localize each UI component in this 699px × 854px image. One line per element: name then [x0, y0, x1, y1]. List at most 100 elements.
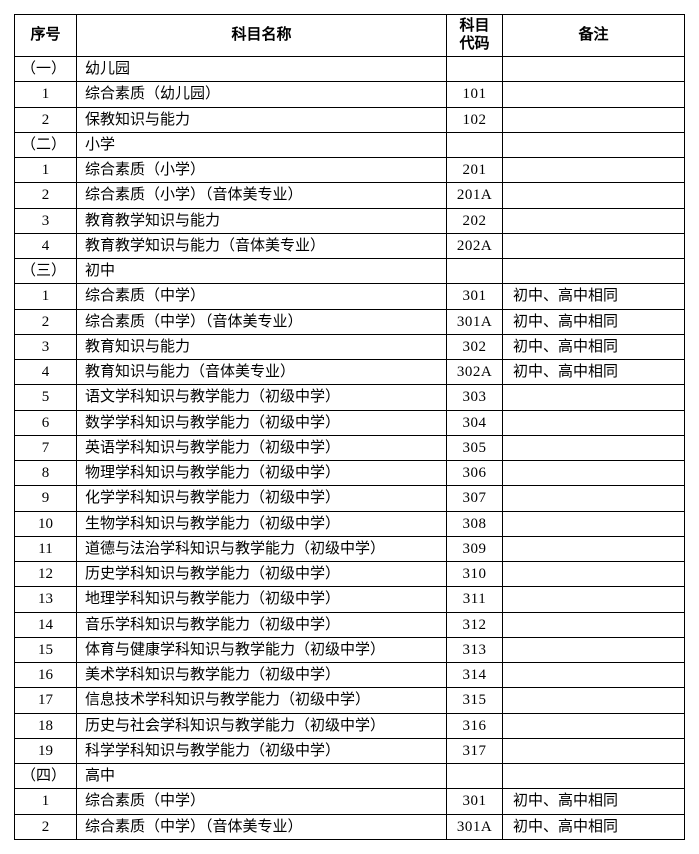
table-row: 2保教知识与能力102 — [15, 107, 685, 132]
code-cell: 313 — [447, 637, 503, 662]
remark-cell — [503, 663, 685, 688]
seq-cell: 7 — [15, 435, 77, 460]
remark-cell — [503, 107, 685, 132]
remark-cell — [503, 688, 685, 713]
remark-cell — [503, 486, 685, 511]
table-row: 5语文学科知识与教学能力（初级中学）303 — [15, 385, 685, 410]
remark-cell — [503, 385, 685, 410]
code-cell: 310 — [447, 562, 503, 587]
table-row: 3教育教学知识与能力202 — [15, 208, 685, 233]
name-cell: 教育教学知识与能力 — [77, 208, 447, 233]
remark-cell: 初中、高中相同 — [503, 309, 685, 334]
code-cell: 307 — [447, 486, 503, 511]
seq-cell: 18 — [15, 713, 77, 738]
seq-cell: 14 — [15, 612, 77, 637]
seq-cell: 2 — [15, 814, 77, 839]
header-code: 科目代码 — [447, 15, 503, 57]
code-cell: 301A — [447, 309, 503, 334]
seq-cell: 17 — [15, 688, 77, 713]
section-seq-cell: （三） — [15, 259, 77, 284]
table-row: （一）幼儿园 — [15, 57, 685, 82]
name-cell: 数学学科知识与教学能力（初级中学） — [77, 410, 447, 435]
table-row: 6数学学科知识与教学能力（初级中学）304 — [15, 410, 685, 435]
remark-cell — [503, 562, 685, 587]
name-cell: 历史与社会学科知识与教学能力（初级中学） — [77, 713, 447, 738]
code-cell: 316 — [447, 713, 503, 738]
name-cell: 历史学科知识与教学能力（初级中学） — [77, 562, 447, 587]
code-cell: 308 — [447, 511, 503, 536]
code-cell: 311 — [447, 587, 503, 612]
remark-cell — [503, 132, 685, 157]
section-seq-cell: （二） — [15, 132, 77, 157]
name-cell: 小学 — [77, 132, 447, 157]
name-cell: 道德与法治学科知识与教学能力（初级中学） — [77, 536, 447, 561]
name-cell: 教育知识与能力（音体美专业） — [77, 360, 447, 385]
code-cell — [447, 764, 503, 789]
name-cell: 综合素质（小学） — [77, 158, 447, 183]
name-cell: 保教知识与能力 — [77, 107, 447, 132]
table-row: （二）小学 — [15, 132, 685, 157]
code-cell: 101 — [447, 82, 503, 107]
name-cell: 初中 — [77, 259, 447, 284]
table-row: 10生物学科知识与教学能力（初级中学）308 — [15, 511, 685, 536]
name-cell: 综合素质（中学）（音体美专业） — [77, 309, 447, 334]
name-cell: 音乐学科知识与教学能力（初级中学） — [77, 612, 447, 637]
remark-cell — [503, 713, 685, 738]
name-cell: 综合素质（中学） — [77, 284, 447, 309]
name-cell: 生物学科知识与教学能力（初级中学） — [77, 511, 447, 536]
code-cell — [447, 132, 503, 157]
remark-cell — [503, 511, 685, 536]
code-cell: 102 — [447, 107, 503, 132]
seq-cell: 3 — [15, 208, 77, 233]
seq-cell: 8 — [15, 461, 77, 486]
table-row: 3教育知识与能力302初中、高中相同 — [15, 334, 685, 359]
code-cell: 201 — [447, 158, 503, 183]
remark-cell — [503, 410, 685, 435]
code-cell: 315 — [447, 688, 503, 713]
name-cell: 地理学科知识与教学能力（初级中学） — [77, 587, 447, 612]
table-row: 14音乐学科知识与教学能力（初级中学）312 — [15, 612, 685, 637]
table-row: 2综合素质（中学）（音体美专业）301A初中、高中相同 — [15, 814, 685, 839]
code-cell: 303 — [447, 385, 503, 410]
seq-cell: 6 — [15, 410, 77, 435]
table-row: 9化学学科知识与教学能力（初级中学）307 — [15, 486, 685, 511]
code-cell: 301 — [447, 789, 503, 814]
table-row: 8物理学科知识与教学能力（初级中学）306 — [15, 461, 685, 486]
code-cell — [447, 57, 503, 82]
table-row: 1综合素质（中学）301初中、高中相同 — [15, 284, 685, 309]
code-cell: 312 — [447, 612, 503, 637]
name-cell: 综合素质（中学）（音体美专业） — [77, 814, 447, 839]
code-cell: 304 — [447, 410, 503, 435]
remark-cell — [503, 208, 685, 233]
table-row: 15体育与健康学科知识与教学能力（初级中学）313 — [15, 637, 685, 662]
section-seq-cell: （一） — [15, 57, 77, 82]
name-cell: 美术学科知识与教学能力（初级中学） — [77, 663, 447, 688]
name-cell: 体育与健康学科知识与教学能力（初级中学） — [77, 637, 447, 662]
remark-cell — [503, 233, 685, 258]
remark-cell: 初中、高中相同 — [503, 814, 685, 839]
code-cell: 301 — [447, 284, 503, 309]
seq-cell: 5 — [15, 385, 77, 410]
table-row: 1综合素质（小学）201 — [15, 158, 685, 183]
seq-cell: 1 — [15, 284, 77, 309]
code-cell: 302A — [447, 360, 503, 385]
seq-cell: 2 — [15, 183, 77, 208]
table-row: 1综合素质（中学）301初中、高中相同 — [15, 789, 685, 814]
name-cell: 信息技术学科知识与教学能力（初级中学） — [77, 688, 447, 713]
seq-cell: 12 — [15, 562, 77, 587]
table-row: 2综合素质（小学）（音体美专业）201A — [15, 183, 685, 208]
remark-cell — [503, 612, 685, 637]
table-row: 12历史学科知识与教学能力（初级中学）310 — [15, 562, 685, 587]
table-header-row: 序号 科目名称 科目代码 备注 — [15, 15, 685, 57]
table-row: 18历史与社会学科知识与教学能力（初级中学）316 — [15, 713, 685, 738]
table-row: 16美术学科知识与教学能力（初级中学）314 — [15, 663, 685, 688]
seq-cell: 2 — [15, 309, 77, 334]
name-cell: 化学学科知识与教学能力（初级中学） — [77, 486, 447, 511]
table-row: 1综合素质（幼儿园）101 — [15, 82, 685, 107]
table-row: 2综合素质（中学）（音体美专业）301A初中、高中相同 — [15, 309, 685, 334]
code-cell: 201A — [447, 183, 503, 208]
code-cell: 302 — [447, 334, 503, 359]
code-cell: 301A — [447, 814, 503, 839]
remark-cell — [503, 637, 685, 662]
remark-cell: 初中、高中相同 — [503, 334, 685, 359]
